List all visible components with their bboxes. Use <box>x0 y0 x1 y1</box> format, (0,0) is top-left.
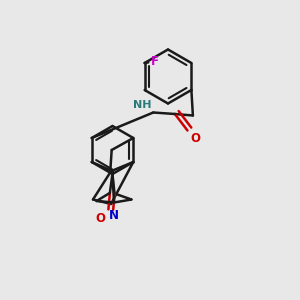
Text: NH: NH <box>133 100 152 110</box>
Text: F: F <box>151 55 159 68</box>
Text: O: O <box>190 132 200 145</box>
Text: N: N <box>109 209 119 222</box>
Text: O: O <box>95 212 105 225</box>
